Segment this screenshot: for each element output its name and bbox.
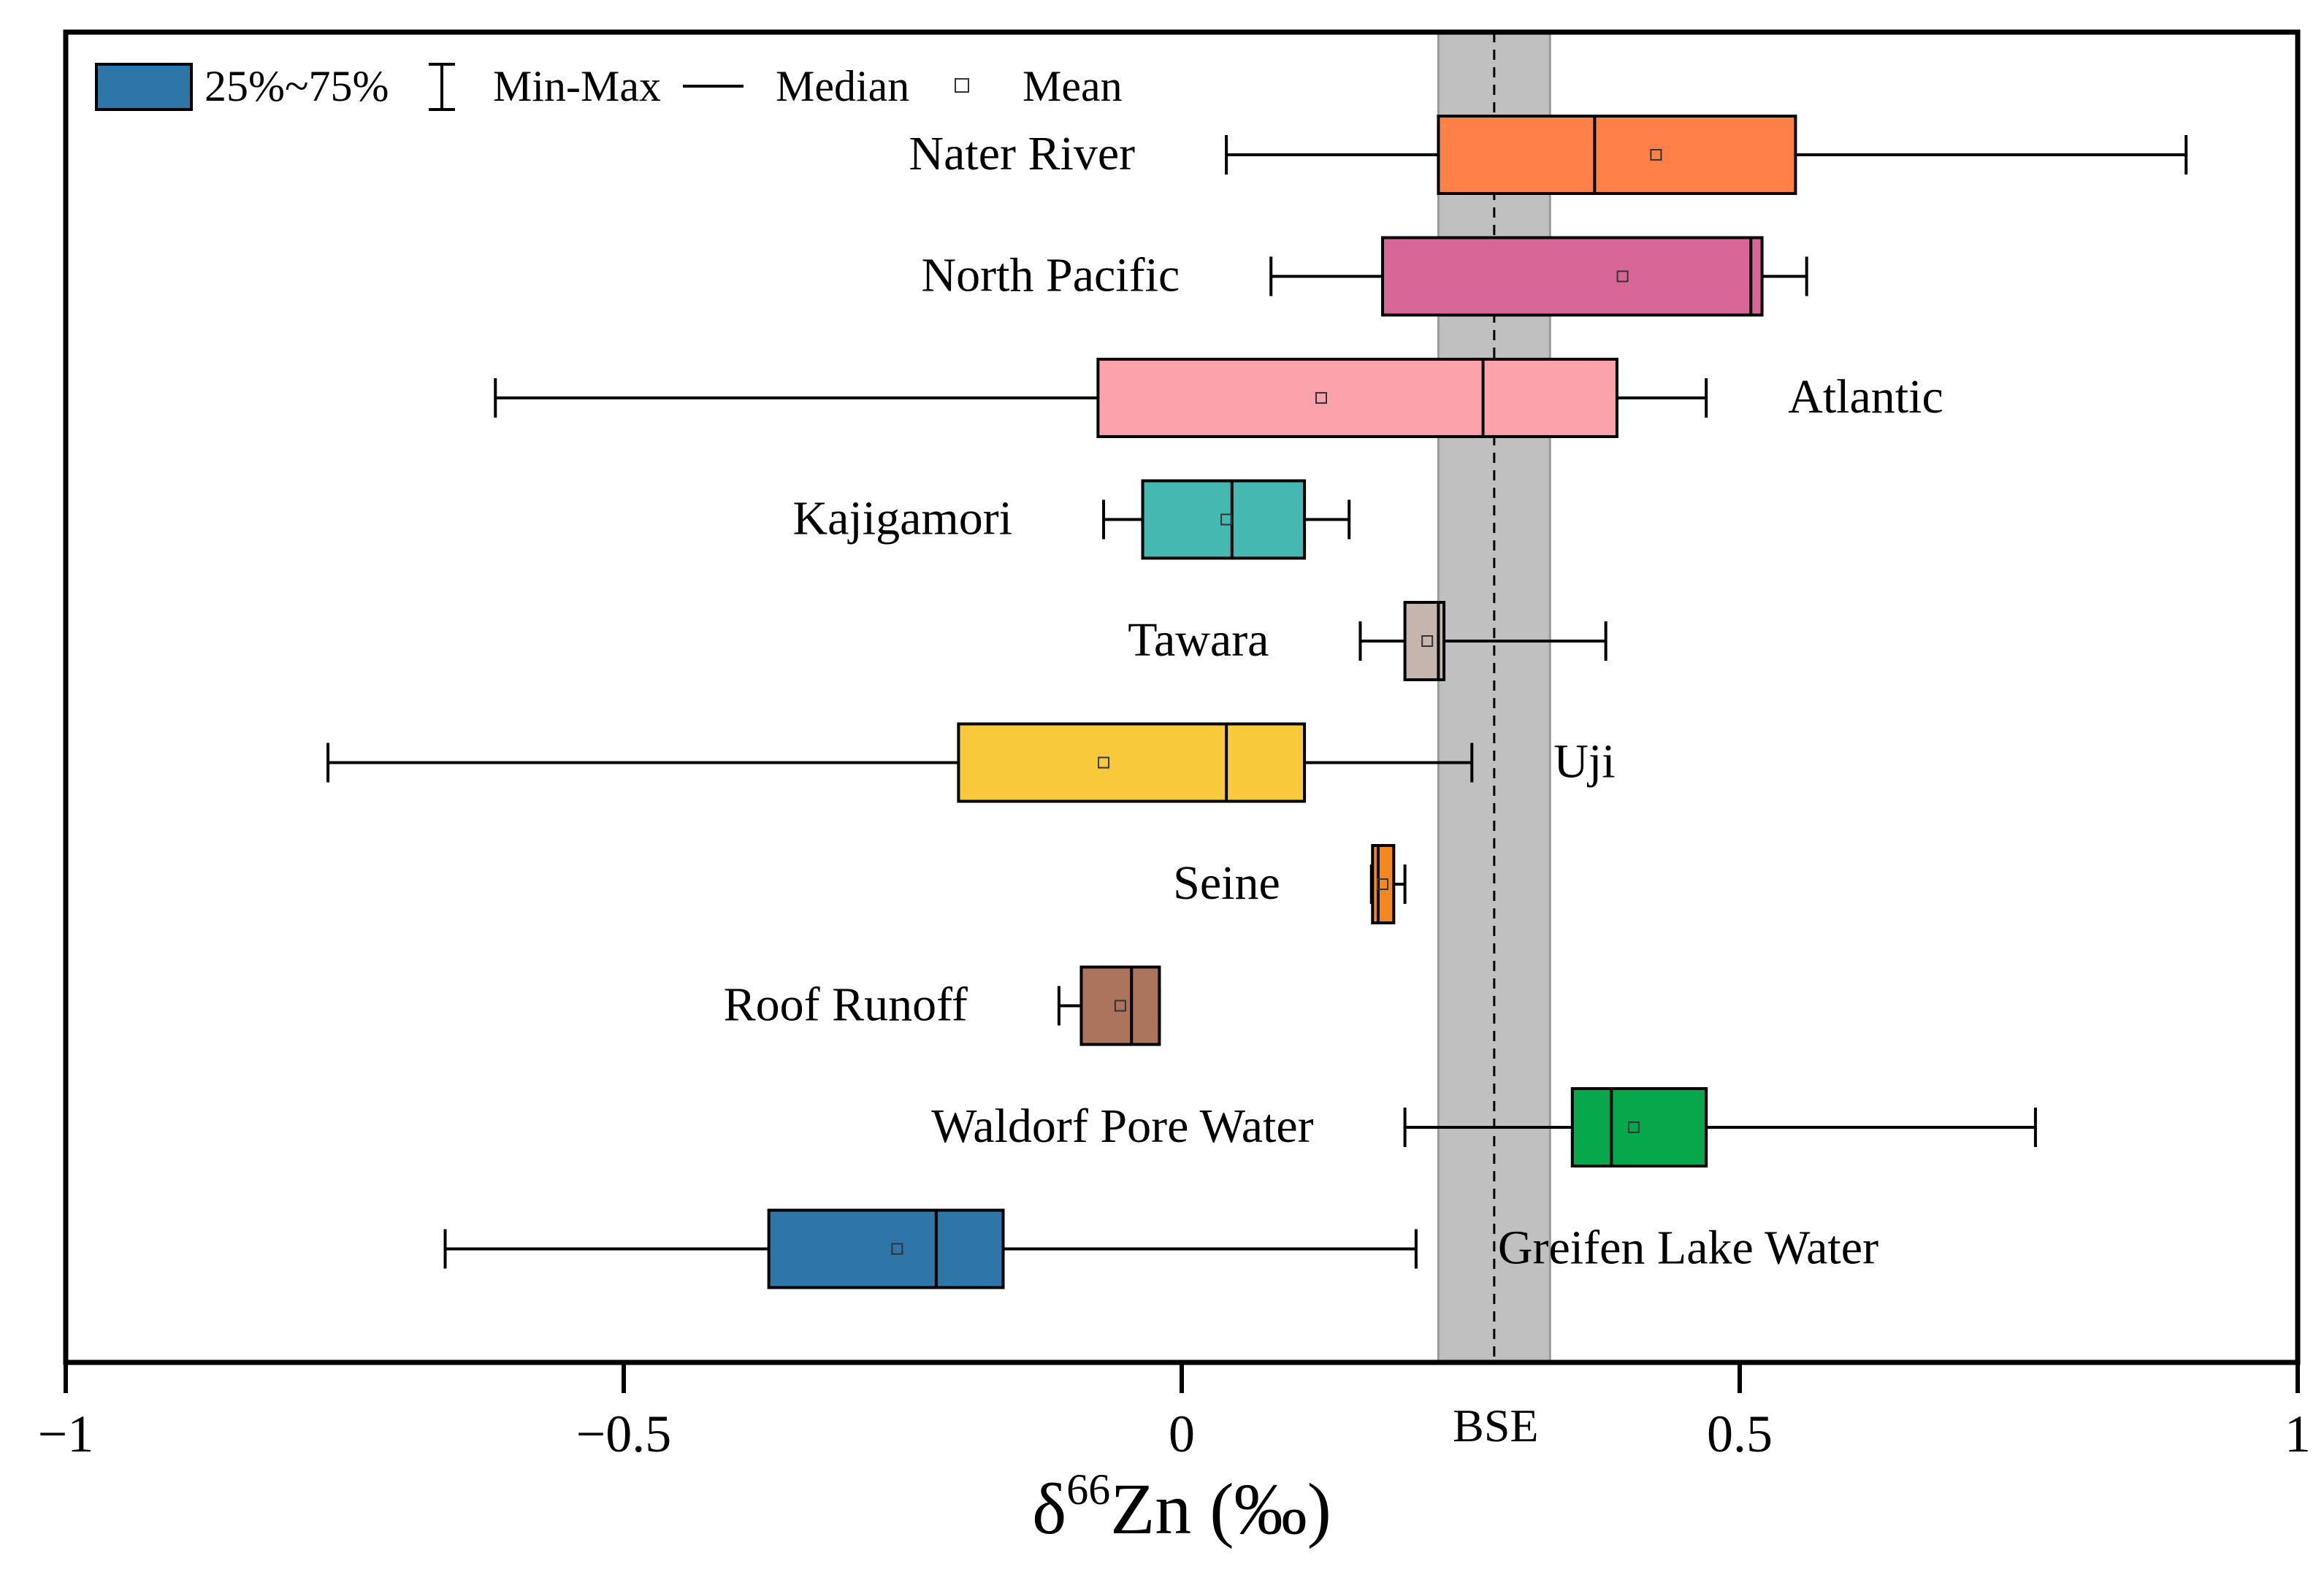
x-tick-label: −1 bbox=[38, 1405, 94, 1463]
x-axis-title-symbol: δ bbox=[1032, 1468, 1066, 1549]
x-tick-label: 1 bbox=[2285, 1405, 2311, 1463]
roof-runoff-mean bbox=[1114, 1000, 1126, 1012]
legend-box-label: 25%~75% bbox=[205, 62, 389, 110]
waldorf-pore-water-mean bbox=[1627, 1121, 1640, 1133]
atlantic-mean bbox=[1315, 392, 1327, 404]
nater-river-mean bbox=[1650, 149, 1662, 161]
waldorf-pore-water-label: Waldorf Pore Water bbox=[931, 1100, 1313, 1153]
seine-box bbox=[1371, 844, 1396, 924]
x-tick-label: −0.5 bbox=[576, 1405, 672, 1463]
uji-label: Uji bbox=[1553, 735, 1615, 789]
bse-label: BSE bbox=[1453, 1400, 1538, 1451]
north-pacific-mean bbox=[1616, 270, 1629, 283]
greifen-lake-water-label: Greifen Lake Water bbox=[1498, 1222, 1878, 1275]
nater-river-box bbox=[1437, 115, 1797, 195]
legend-box-swatch bbox=[95, 63, 193, 111]
plot-area: Nater River North Pacific Atlantic Kajigamo… bbox=[63, 29, 2301, 1365]
roof-runoff-box bbox=[1079, 965, 1161, 1046]
uji-mean bbox=[1098, 756, 1110, 769]
legend: 25%~75% Min-Max Median Mean bbox=[95, 62, 1123, 111]
seine-mean bbox=[1377, 878, 1389, 890]
north-pacific-label: North Pacific bbox=[922, 249, 1180, 302]
x-axis-title-unit: Zn (‰) bbox=[1110, 1468, 1331, 1549]
kajigamori-box bbox=[1141, 479, 1307, 560]
uji-box bbox=[957, 722, 1307, 803]
atlantic-label: Atlantic bbox=[1788, 370, 1943, 423]
nater-river-label: Nater River bbox=[909, 127, 1135, 180]
legend-median-label: Median bbox=[776, 62, 909, 110]
x-tick-label: 0 bbox=[1169, 1405, 1195, 1463]
tawara-label: Tawara bbox=[1128, 613, 1269, 667]
legend-whisker-label: Min-Max bbox=[493, 62, 661, 110]
legend-mean-symbol bbox=[955, 78, 969, 93]
x-axis: −1 −0.5 0 0.5 1 BSE δ66Zn (‰) bbox=[38, 1362, 2311, 1549]
kajigamori-mean bbox=[1220, 513, 1233, 526]
x-tick-label: 0.5 bbox=[1707, 1405, 1773, 1463]
x-axis-title: δ66Zn (‰) bbox=[1032, 1465, 1331, 1549]
tawara-mean bbox=[1421, 635, 1434, 647]
legend-mean-label: Mean bbox=[1023, 62, 1123, 110]
plot-frame bbox=[63, 29, 2301, 1365]
kajigamori-label: Kajigamori bbox=[792, 492, 1012, 545]
greifen-lake-water-mean bbox=[891, 1243, 903, 1255]
seine-label: Seine bbox=[1173, 856, 1280, 910]
greifen-lake-water-box bbox=[767, 1208, 1005, 1289]
atlantic-box bbox=[1096, 358, 1618, 438]
north-pacific-box bbox=[1381, 236, 1764, 317]
x-axis-title-superscript: 66 bbox=[1066, 1465, 1110, 1514]
roof-runoff-label: Roof Runoff bbox=[724, 978, 968, 1032]
